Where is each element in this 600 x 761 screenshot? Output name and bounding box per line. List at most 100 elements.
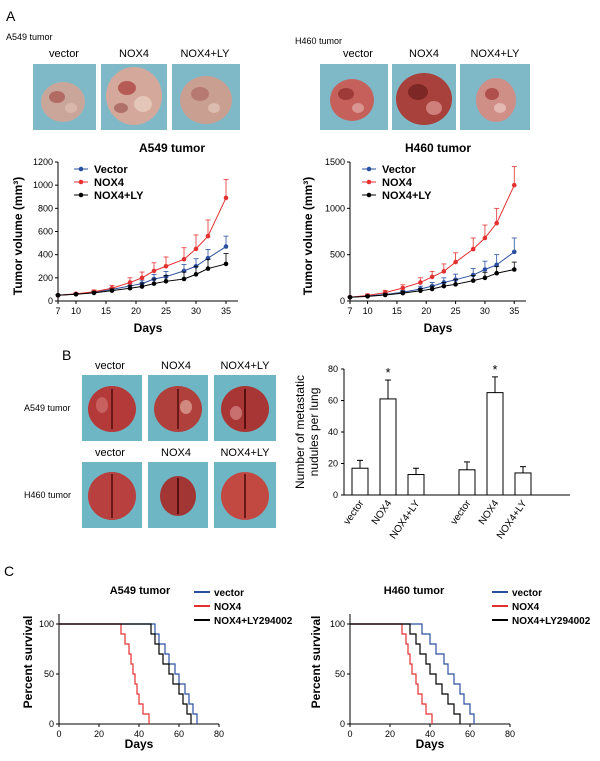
data-point — [163, 263, 169, 269]
chart-title: A549 tumor — [139, 141, 205, 155]
y-tick-label: 800 — [38, 203, 53, 213]
data-point — [511, 267, 517, 272]
legend-label: Vector — [94, 164, 128, 176]
bar — [486, 392, 504, 496]
y-tick-label: 0 — [340, 719, 345, 729]
survival-curve — [59, 623, 192, 724]
data-point — [494, 270, 499, 276]
data-point — [365, 294, 370, 299]
data-point — [193, 246, 199, 252]
legend-label: vector — [512, 588, 542, 599]
survival-curve — [350, 623, 433, 724]
legend-label: NOX4+LY — [94, 190, 144, 202]
data-point — [55, 292, 61, 298]
tumor-photo-a549-nox4ly — [172, 64, 240, 130]
tumor-photo-label-nox4ly-h460: NOX4+LY — [470, 48, 520, 60]
lung-photo-h460-vector — [82, 462, 142, 528]
legend-label: NOX4 — [214, 602, 242, 613]
lung-photo-h460-nox4 — [148, 462, 208, 528]
x-tick-label: vector — [449, 498, 474, 527]
metastasis-bar-chart: 0 20 40 60 80 Number of metastatic nudules per… — [293, 362, 570, 541]
x-tick-label: 7 — [347, 306, 352, 316]
data-point — [127, 285, 133, 291]
tumor-photo-label-vector-h460: vector — [343, 48, 373, 60]
data-point — [482, 235, 488, 241]
x-tick-label: 30 — [480, 306, 490, 316]
survival-curve — [350, 623, 475, 724]
tumor-photo-label-nox4-h460: NOX4 — [409, 48, 439, 60]
data-point — [151, 281, 157, 286]
y-tick-label: 1200 — [33, 157, 53, 167]
legend-label: NOX4 — [94, 177, 125, 189]
chart-title: A549 tumor — [110, 585, 171, 597]
lung-photo-row-label-a549: A549 tumor — [24, 403, 71, 413]
legend-label: NOX4+LY — [382, 190, 432, 202]
x-tick-label: 40 — [134, 729, 144, 739]
data-point — [347, 294, 353, 300]
y-tick-label: 1000 — [325, 203, 345, 213]
lung-photo-h460-nox4ly — [214, 462, 276, 528]
y-tick-label: 0 — [340, 296, 345, 306]
bar — [514, 472, 532, 496]
lung-photo-label-vector: vector — [95, 360, 125, 372]
lung-photo-a549-nox4ly — [214, 375, 276, 441]
data-point — [73, 291, 79, 297]
lung-photo-label-nox4: NOX4 — [161, 360, 191, 372]
legend-swatch-marker — [366, 192, 372, 198]
tumor-photo-row-label-h460: H460 tumor — [295, 36, 343, 46]
data-point — [441, 283, 447, 289]
x-axis-label: Days — [125, 737, 154, 751]
x-tick-label: 35 — [509, 306, 519, 316]
y-tick-label: 0 — [48, 296, 53, 306]
series-line — [57, 246, 227, 296]
x-tick-label: 10 — [363, 306, 373, 316]
x-tick-label: 30 — [191, 306, 201, 316]
data-point — [127, 280, 133, 285]
y-tick-label: 0 — [333, 490, 338, 500]
y-tick-label: 0 — [49, 719, 54, 729]
tumor-photo-a549-vector — [33, 64, 96, 130]
x-axis-label: Days — [134, 321, 163, 335]
data-point — [91, 290, 97, 296]
x-tick-label: 80 — [505, 729, 515, 739]
lung-photo-label-nox4-h460: NOX4 — [161, 447, 191, 459]
legend-swatch-marker — [78, 166, 84, 172]
data-point — [494, 220, 499, 226]
series-line — [349, 184, 515, 298]
survival-curve — [59, 623, 150, 724]
x-tick-label: 25 — [451, 306, 461, 316]
data-point — [418, 288, 423, 294]
y-tick-label: 200 — [38, 273, 53, 283]
x-tick-label: 20 — [94, 729, 104, 739]
x-tick-label: 20 — [421, 306, 431, 316]
data-point — [193, 272, 199, 277]
tumor-photo-label-nox4ly: NOX4+LY — [180, 48, 230, 60]
legend-label: NOX4 — [382, 177, 413, 189]
data-point — [181, 276, 187, 282]
data-point — [223, 261, 229, 267]
x-tick-label: 0 — [347, 729, 352, 739]
data-point — [382, 292, 388, 298]
tumor-photo-h460-vector — [320, 64, 388, 130]
tumor-photo-h460-nox4ly — [460, 64, 530, 130]
data-point — [418, 280, 423, 285]
legend-label: NOX4+LY294002 — [512, 616, 591, 627]
data-point — [453, 259, 458, 265]
y-tick-label: 100 — [330, 619, 345, 629]
data-point — [139, 275, 145, 281]
data-point — [205, 233, 211, 239]
tumor-photo-row-label-a549: A549 tumor — [6, 32, 53, 42]
data-point — [470, 246, 476, 252]
data-point — [109, 288, 115, 293]
data-point — [494, 262, 499, 268]
survival-curve — [350, 623, 461, 724]
data-point — [151, 268, 157, 274]
chart-title: H460 tumor — [405, 141, 471, 155]
lung-photo-row-label-h460: H460 tumor — [24, 490, 72, 500]
legend-label: NOX4 — [512, 602, 540, 613]
x-tick-label: 15 — [101, 306, 111, 316]
x-tick-label: 15 — [392, 306, 402, 316]
bar — [458, 469, 476, 496]
x-tick-label: 35 — [221, 306, 231, 316]
